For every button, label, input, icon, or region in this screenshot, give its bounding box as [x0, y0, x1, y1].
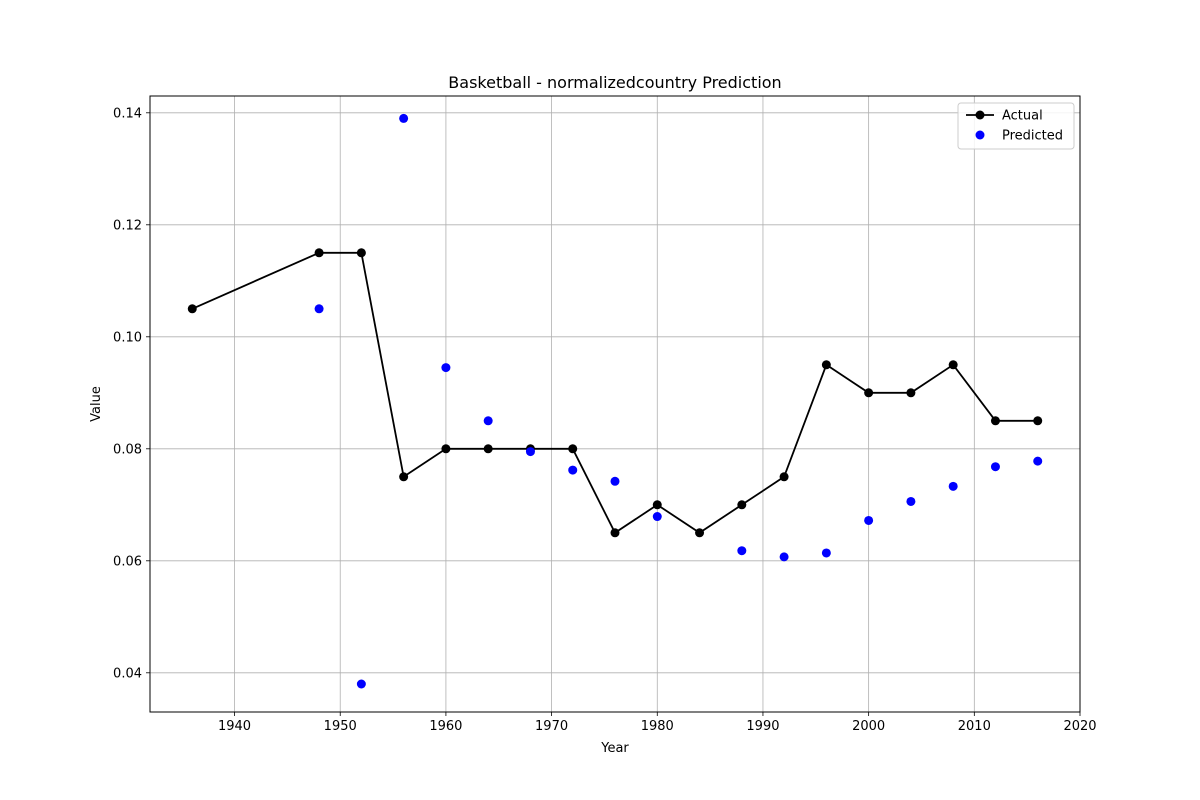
legend-label: Predicted	[1002, 129, 1063, 144]
predicted-point	[737, 546, 747, 556]
actual-point	[948, 360, 958, 370]
actual-point	[906, 388, 916, 398]
predicted-point	[441, 363, 451, 373]
actual-point	[568, 444, 578, 454]
x-tick-label: 1970	[535, 719, 568, 734]
actual-point	[187, 304, 197, 314]
predicted-point	[1033, 456, 1043, 466]
actual-point	[1033, 416, 1043, 426]
predicted-point	[314, 304, 324, 314]
legend-marker-swatch	[975, 110, 985, 120]
plot-frame	[149, 95, 1081, 713]
x-tick-label: 1980	[641, 719, 674, 734]
actual-point	[821, 360, 831, 370]
x-tick-label: 1950	[324, 719, 357, 734]
x-tick-label: 1940	[218, 719, 251, 734]
actual-point	[652, 500, 662, 510]
predicted-point	[864, 515, 874, 525]
series-predicted	[314, 113, 1043, 689]
predicted-point	[399, 113, 409, 123]
series-actual	[187, 248, 1043, 538]
y-tick-label: 0.06	[113, 554, 142, 569]
actual-point	[399, 472, 409, 482]
predicted-point	[568, 465, 578, 475]
predicted-point	[356, 679, 366, 689]
y-tick-label: 0.10	[113, 330, 142, 345]
predicted-point	[525, 447, 535, 457]
actual-point	[990, 416, 1000, 426]
axis-ticks: 1940 1950 1960 1970 1980 1990 2000 2010 2020 0.04…	[113, 106, 1097, 734]
actual-point	[314, 248, 324, 258]
y-tick-label: 0.12	[113, 218, 142, 233]
actual-point	[610, 528, 620, 538]
actual-point	[695, 528, 705, 538]
y-tick-label: 0.08	[113, 442, 142, 457]
predicted-point	[821, 548, 831, 558]
actual-point	[483, 444, 493, 454]
x-tick-label: 2000	[852, 719, 885, 734]
predicted-point	[990, 462, 1000, 472]
legend: Actual Predicted	[957, 102, 1075, 150]
x-tick-label: 2020	[1063, 719, 1096, 734]
actual-point	[779, 472, 789, 482]
chart-title: Basketball - normalizedcountry Predictio…	[448, 73, 781, 92]
plot-series	[187, 113, 1043, 689]
predicted-point	[483, 416, 493, 426]
predicted-point	[610, 476, 620, 486]
y-tick-label: 0.04	[113, 666, 142, 681]
actual-point	[441, 444, 451, 454]
predicted-point	[652, 512, 662, 522]
y-axis-label: Value	[89, 386, 104, 422]
predicted-point	[906, 496, 916, 506]
actual-point	[737, 500, 747, 510]
y-tick-label: 0.14	[113, 106, 142, 121]
actual-point	[864, 388, 874, 398]
legend-marker-swatch	[975, 130, 985, 140]
x-tick-label: 1990	[746, 719, 779, 734]
x-tick-label: 1960	[429, 719, 462, 734]
x-axis-label: Year	[600, 741, 629, 756]
predicted-point	[948, 481, 958, 491]
x-tick-label: 2010	[958, 719, 991, 734]
predicted-point	[779, 552, 789, 562]
actual-point	[356, 248, 366, 258]
legend-label: Actual	[1002, 109, 1043, 124]
